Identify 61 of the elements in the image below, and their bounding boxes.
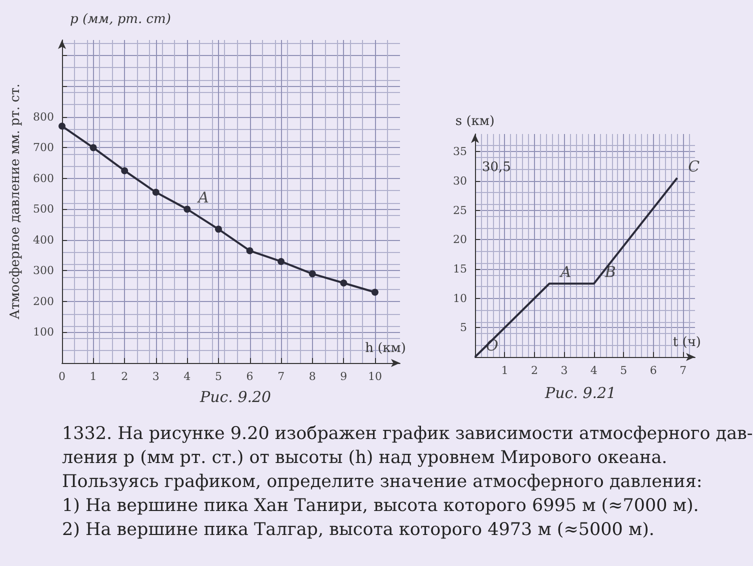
point [246,247,254,254]
point [371,288,378,296]
annotation: 30,5 [482,160,511,175]
text: ления p (мм рт. ст.) от высоты (h) над уровнем Мирового океана. [62,448,668,468]
y-tick-label: 20 [453,233,467,246]
y-tick-label: 400 [33,233,54,246]
annotation: B [604,263,616,282]
x-tick-label: 4 [184,370,191,383]
point [214,226,222,233]
annotation: C [688,158,700,176]
x-tick-label: 3 [560,364,568,377]
point [184,206,191,213]
y-tick-label: 200 [33,294,54,308]
y-tick-label: 500 [33,202,54,216]
x-tick-label: 9 [340,370,348,383]
x-tick-label: 10 [368,370,382,383]
point [90,144,97,152]
text: 1) На вершине пика Хан Танири, высота которого 6995 м (≈7000 м). [62,496,699,516]
annotation: A [558,263,572,282]
text: Пользуясь графиком, определите значение атмосферного давления: [62,472,702,492]
x-tick-label: 2 [121,370,128,383]
x-tick-label: 1 [90,370,97,383]
y-axis-title: Атмосферное давление мм. рт. ст. [8,84,23,320]
x-tick-label: 7 [680,364,687,377]
annotation: A [196,188,210,207]
y-tick-label: 600 [33,172,54,185]
y-tick-label: 25 [453,204,467,217]
y-axis-title: s (км) [455,114,495,129]
point [58,122,66,130]
x-axis-title: h (км) [365,341,406,356]
y-tick-label: 5 [460,321,467,334]
x-tick-label: 8 [308,370,316,383]
text: Рис. 9.20 [200,388,272,406]
x-tick-label: 0 [58,370,66,383]
point [308,270,316,278]
x-tick-label: 3 [152,370,160,383]
point [278,258,285,265]
y-tick-label: 30 [453,174,467,188]
x-tick-label: 7 [278,370,285,383]
x-tick-label: 5 [214,370,222,383]
y-tick-label: 100 [33,326,54,339]
y-tick-label: 700 [33,141,54,154]
text: Рис. 9.21 [545,384,616,402]
y-tick-label: 15 [453,262,467,276]
y-tick-label: 300 [33,264,54,278]
text: p (мм, рт. ст) [70,12,171,27]
x-tick-label: 4 [590,364,598,377]
point [152,188,160,196]
y-tick-label: 35 [453,145,467,158]
point [121,167,128,174]
x-tick-label: 2 [530,364,538,377]
x-axis-title: t (ч) [672,335,701,350]
x-tick-label: 6 [246,370,254,383]
point [340,280,348,287]
text: 1332. На рисунке 9.20 изображен график зависимости атмосферного дав- [62,424,753,444]
text: 2) На вершине пика Талгар, высота которого 4973 м (≈5000 м). [62,520,654,540]
y-tick-label: 800 [33,110,54,124]
y-tick-label: 10 [453,292,467,305]
x-tick-label: 6 [650,364,657,377]
x-tick-label: 1 [501,364,508,377]
x-tick-label: 5 [620,364,628,377]
